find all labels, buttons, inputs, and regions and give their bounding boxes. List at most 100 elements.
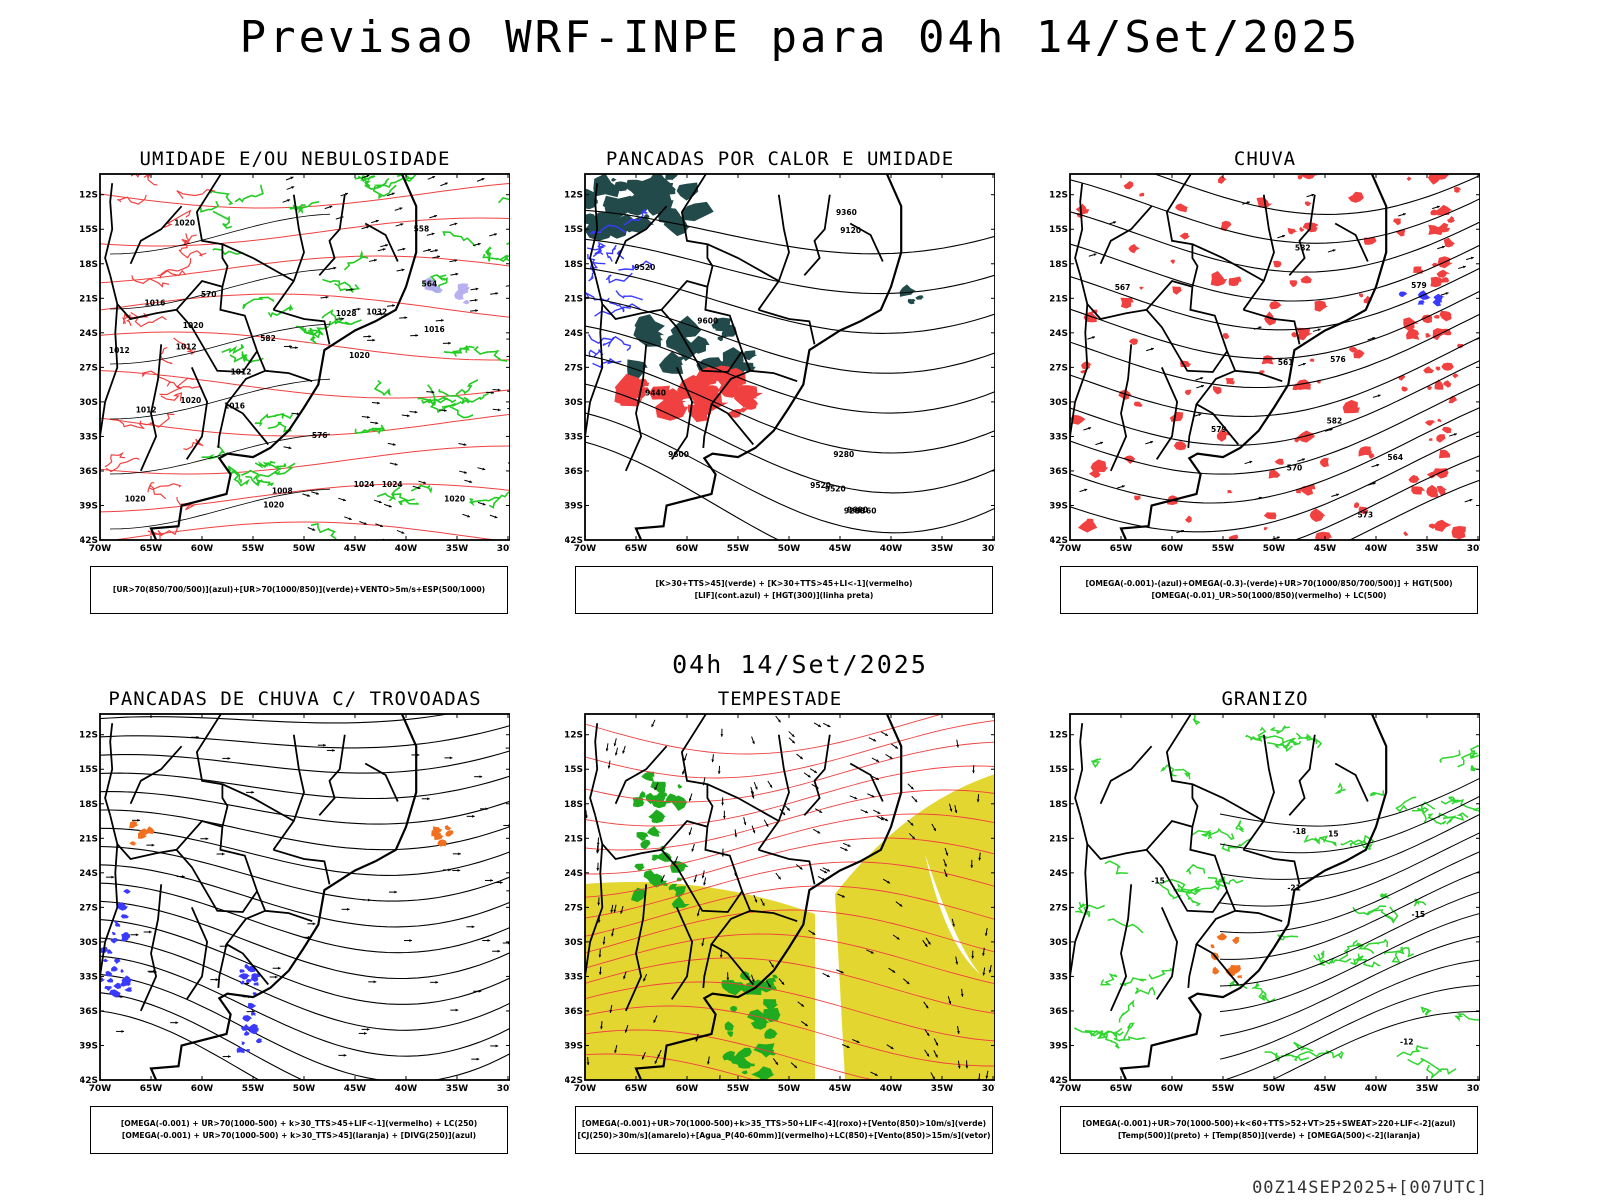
wind-vector: [751, 736, 755, 745]
humidity-low-contour: [328, 319, 362, 327]
humidity-low-contour: [229, 351, 248, 363]
instability-area: [633, 216, 648, 229]
temp-850-contour: [1267, 741, 1293, 752]
map-rain: 582 582 579 576 579 573 570 567 564 561 12S 15S 18S 2…: [1050, 173, 1480, 554]
streamline-arrow: [490, 1044, 499, 1048]
temp-500-contour: [1219, 891, 1480, 987]
political-border: [1242, 734, 1275, 851]
humidity-low-contour: [497, 197, 510, 204]
wind-vector: [982, 947, 985, 956]
lifted-index-contour: [585, 291, 610, 302]
thickness-squiggle: [159, 347, 173, 365]
wind-vector: [871, 757, 880, 763]
flow-arrow: [1195, 377, 1204, 381]
rain-area: [1401, 386, 1409, 392]
map-frame: [99, 713, 510, 1081]
political-border: [1079, 275, 1193, 320]
rain-area: [1403, 531, 1409, 537]
wind-vector: [450, 272, 459, 276]
wind-vector: [477, 501, 486, 506]
rain-area: [1441, 426, 1452, 434]
isobar: [109, 433, 331, 475]
wind-vector: [701, 870, 705, 879]
wind-vector: [284, 345, 293, 348]
political-border: [849, 762, 884, 802]
geopotential-contour: [1070, 243, 1480, 302]
convection-area: [437, 839, 446, 847]
wind-vector: [449, 222, 458, 226]
political-border: [1334, 762, 1369, 802]
lat-label: 33S: [80, 972, 98, 982]
political-border: [1235, 909, 1283, 923]
temp-850-contour: [1413, 898, 1427, 907]
lon-label: 60W: [1161, 544, 1184, 554]
wind-vector: [394, 207, 403, 211]
temp-850-contour: [1250, 726, 1267, 741]
wind-vector: [866, 949, 874, 954]
rain-area: [1217, 175, 1227, 184]
rain-area: [1443, 237, 1456, 248]
flow-arrow: [1398, 213, 1407, 217]
contour-label: 576: [1330, 355, 1346, 364]
lat-label: 27S: [80, 363, 98, 373]
wind-vector: [395, 223, 404, 227]
legend-box: [OMEGA(-0.001)+UR>70(1000-500)+k<60+TTS>…: [1060, 1106, 1478, 1154]
lon-label: 60W: [676, 544, 699, 554]
jet-stream-area: [835, 774, 995, 1080]
contour-label: 9600: [697, 316, 718, 325]
contour-label: -15: [1151, 876, 1165, 885]
political-border: [849, 222, 884, 262]
wind-vector: [726, 972, 730, 981]
lon-label: 65W: [1110, 1084, 1133, 1094]
humidity-low-contour: [273, 462, 296, 476]
temp-500-contour: [1222, 984, 1480, 1080]
political-border: [670, 367, 694, 460]
streamline-arrow: [482, 939, 491, 942]
wind-vector: [507, 390, 510, 392]
wind-vector: [291, 412, 300, 416]
rain-area: [1261, 355, 1276, 365]
lon-label: 70W: [1059, 1084, 1082, 1094]
political-border: [222, 783, 295, 822]
humidity-low-contour: [201, 445, 226, 460]
wind-vector: [982, 967, 986, 976]
flow-arrow: [1368, 482, 1376, 486]
streamline-arrow: [269, 975, 278, 979]
wind-vector: [641, 1051, 646, 1060]
lat-label: 12S: [565, 191, 583, 201]
wind-vector: [598, 949, 602, 958]
humidity-low-contour: [354, 175, 372, 188]
temp-850-contour: [1073, 1027, 1106, 1037]
wind-vector: [426, 232, 435, 236]
map-frame: [1069, 173, 1480, 541]
lat-label: 27S: [565, 363, 583, 373]
divergence-area: [116, 902, 128, 911]
flow-arrow: [1079, 488, 1088, 493]
legend-box: [K>30+TTS>45](verde) + [K>30+TTS>45+LI<-…: [575, 566, 993, 614]
rain-area: [1428, 523, 1436, 529]
temp-850-contour: [1107, 918, 1144, 934]
temp-850-contour: [1339, 939, 1358, 961]
wind-vector: [490, 292, 499, 295]
rain-area: [1123, 181, 1134, 190]
streamline-arrow: [452, 868, 461, 872]
legend-line: [OMEGA(-0.001)+UR>70(1000-500)+k<60+TTS>…: [1082, 1119, 1456, 1128]
streamline-arrow: [191, 735, 200, 739]
flow-arrow: [1196, 384, 1205, 389]
wind-vector: [701, 938, 705, 947]
rain-area: [1269, 301, 1282, 310]
rain-area: [1436, 269, 1451, 278]
wind-vector: [361, 415, 370, 419]
lat-label: 12S: [80, 191, 98, 201]
wind-850-area: [650, 781, 666, 793]
political-border: [175, 309, 258, 373]
flow-arrow: [1306, 193, 1315, 198]
convection-area: [444, 825, 452, 831]
political-border: [585, 844, 604, 1015]
wind-850-area: [751, 1066, 775, 1080]
flow-arrow: [1242, 201, 1251, 205]
wind-vector: [895, 901, 903, 907]
humidity-low-contour: [372, 184, 397, 200]
contour-label: 1020: [349, 351, 370, 360]
wind-850-area: [631, 887, 647, 903]
